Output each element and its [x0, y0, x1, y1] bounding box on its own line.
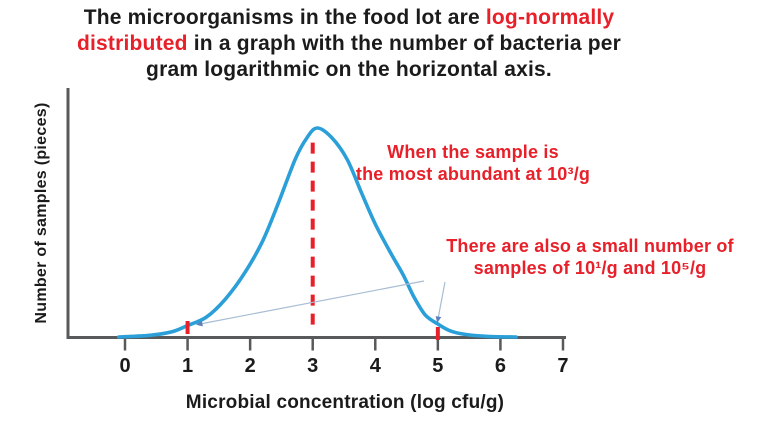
arrow-to-tick-1-line [199, 280, 425, 325]
title-text-red-1: log-normally [485, 6, 615, 29]
annotation-peak-line1: When the sample is [387, 142, 559, 162]
annotation-tails-line1: There are also a small number of [446, 236, 734, 256]
annotation-peak: When the sample is the most abundant at … [337, 141, 609, 185]
x-tick-label: 6 [495, 355, 506, 377]
x-tick-label: 2 [245, 355, 256, 377]
y-axis-label: Number of samples (pieces) [33, 102, 50, 324]
annotation-peak-line2: the most abundant at 10³/g [355, 164, 591, 184]
x-tick-label: 5 [432, 355, 443, 377]
page-title: The microorganisms in the food lot are l… [4, 5, 694, 83]
arrow-to-tick-5-line [437, 281, 446, 320]
x-tick-label: 7 [557, 355, 568, 377]
annotation-tails-line2: samples of 10¹/g and 10⁵/g [473, 258, 707, 278]
title-text-red-2: distributed [76, 32, 188, 55]
distribution-curve [116, 126, 518, 339]
x-axis-label: Microbial concentration (log cfu/g) [185, 392, 505, 413]
x-tick-label: 4 [370, 355, 382, 377]
arrow-to-tick-5-head-icon [435, 316, 442, 323]
arrow-to-tick-1-head-icon [196, 320, 203, 327]
title-text-black-3: gram logarithmic on the horizontal axis. [146, 58, 552, 81]
title-text-black-1: The microorganisms in the food lot are [83, 6, 486, 29]
x-tick-label: 1 [182, 355, 193, 377]
title-text-black-2: in a graph with the number of bacteria p… [187, 32, 622, 55]
x-tick-label: 3 [307, 355, 318, 377]
annotation-tails: There are also a small number of samples… [418, 235, 762, 279]
x-tick-label: 0 [119, 355, 130, 377]
